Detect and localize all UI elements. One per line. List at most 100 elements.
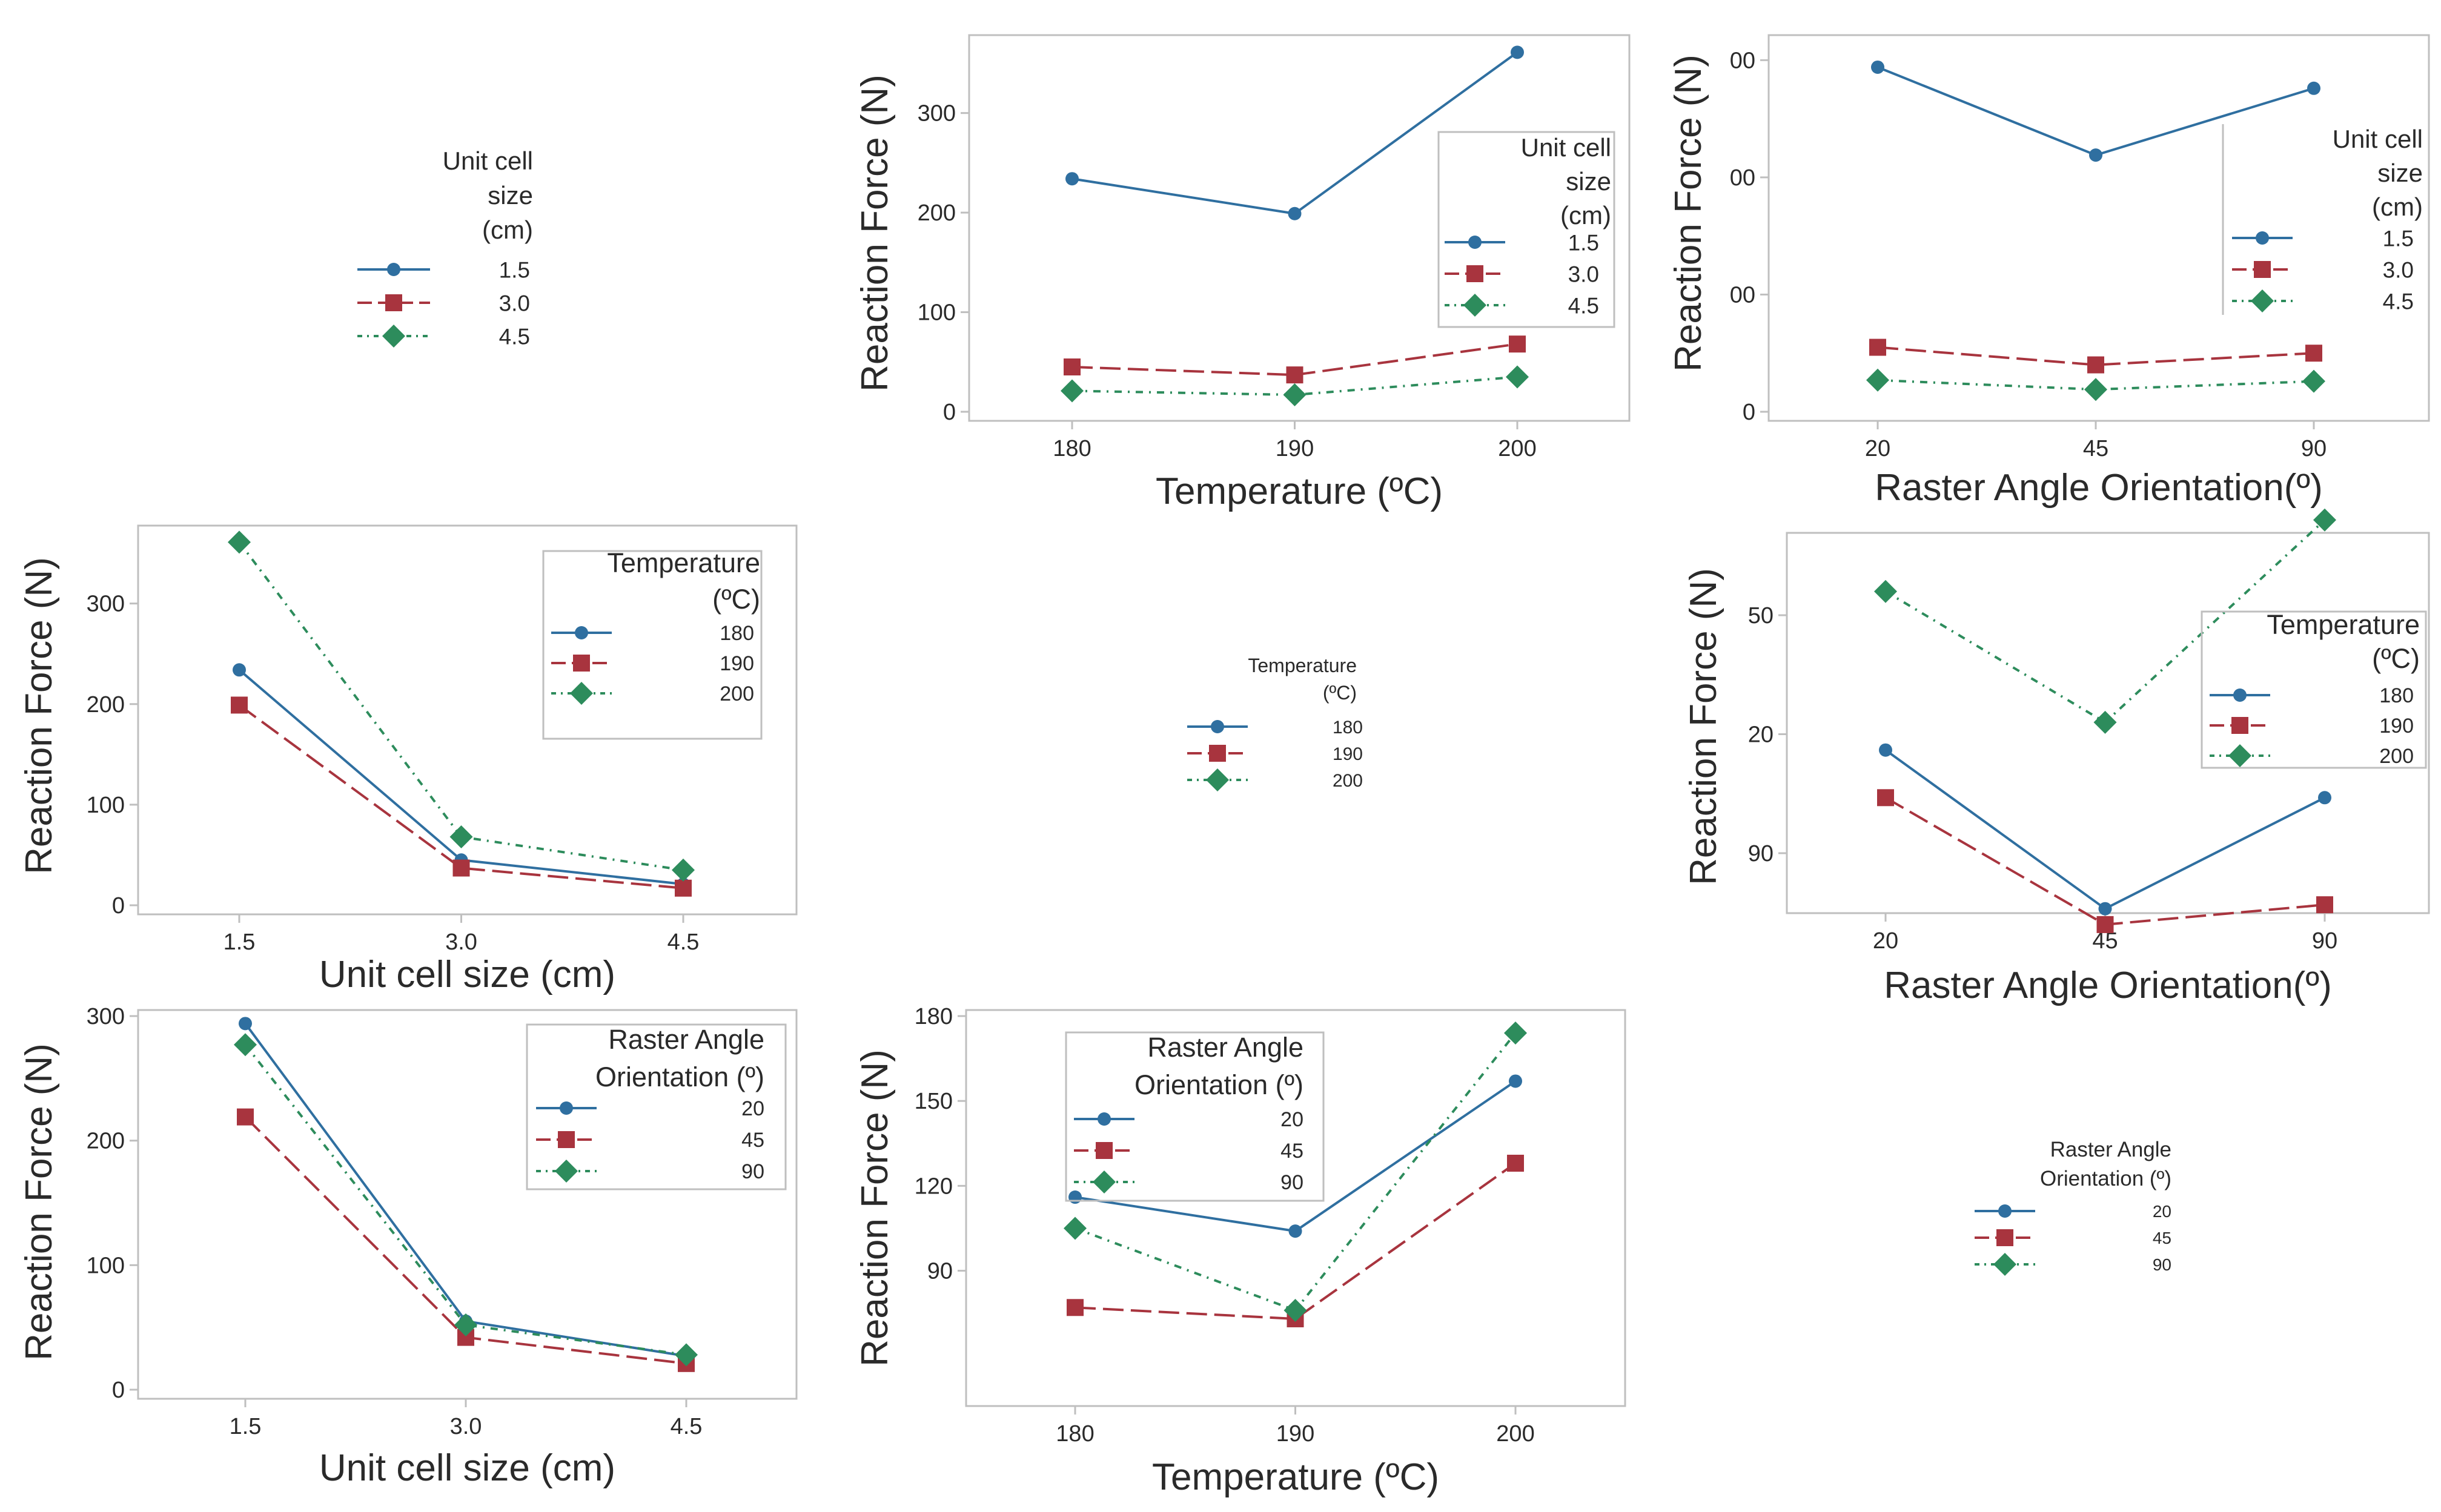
cell-by-temp-legend-marker <box>573 655 590 672</box>
data-point-20 <box>1509 1074 1522 1088</box>
raster-by-temp-legend-marker <box>2231 717 2248 734</box>
standalone-raster-legend-marker <box>1996 1229 2013 1246</box>
data-point-4.5 <box>1061 379 1084 403</box>
data-point-3.0 <box>1286 366 1303 384</box>
data-point-190 <box>1877 789 1894 807</box>
series-line-1.5 <box>1877 66 2314 157</box>
standalone-unit-cell-legend-entry: 4.5 <box>499 324 530 349</box>
y-tick-label: 00 <box>1730 48 1755 73</box>
x-tick-label: 190 <box>1276 436 1314 461</box>
raster-by-cell-legend-title-line: size <box>2377 159 2423 187</box>
x-tick-label: 1.5 <box>230 1414 262 1439</box>
y-tick-label: 50 <box>1748 603 1774 629</box>
standalone-temperature-legend-entry: 200 <box>1333 771 1363 791</box>
x-axis-label: Temperature (ºC) <box>1152 1456 1439 1498</box>
raster-by-cell-legend-entry: 3.0 <box>2383 257 2414 282</box>
standalone-raster-legend-entry: 20 <box>2153 1202 2171 1221</box>
raster-by-temp-legend-entry: 190 <box>2379 715 2414 738</box>
standalone-temperature-legend-title-line: Temperature <box>1248 655 1357 676</box>
standalone-raster-legend: Raster Angle Orientation (º) 20 45 90 <box>1975 1138 2171 1276</box>
cell-by-temp-legend: Temperature (ºC) 180 190 200 <box>542 547 763 740</box>
chart-frame <box>968 34 1631 422</box>
cell-by-temp-legend-title-line: Temperature <box>607 547 760 578</box>
raster-by-cell-legend-marker <box>2254 261 2271 278</box>
y-tick-label: 0 <box>943 400 956 425</box>
x-tick-label: 190 <box>1276 1421 1314 1447</box>
series-line-200 <box>1884 519 2326 724</box>
series-line-180 <box>238 669 684 886</box>
y-tick-label: 120 <box>915 1174 953 1199</box>
y-tick-label: 0 <box>112 893 125 919</box>
x-tick-label: 4.5 <box>667 929 700 955</box>
series-line-1.5 <box>1071 51 1519 215</box>
raster-by-cell-legend-marker <box>2256 231 2269 245</box>
raster-by-cell-legend-title-line: Unit cell <box>2333 125 2423 153</box>
standalone-raster-legend-marker <box>1993 1253 2016 1276</box>
data-point-200 <box>228 530 251 554</box>
x-tick-label: 1.5 <box>224 929 256 955</box>
cell-by-raster-legend-title-line: Orientation (º) <box>595 1061 764 1092</box>
standalone-unit-cell-legend-title-line: size <box>488 181 533 210</box>
data-point-90 <box>234 1033 257 1057</box>
data-point-20 <box>1068 1190 1082 1204</box>
chart-temp-by-cell: 0 100 200 300 180 190 200 Temperature (ºC) React… <box>854 34 1631 512</box>
cell-by-raster-legend-entry: 90 <box>741 1160 764 1183</box>
temp-by-raster-legend-marker <box>1096 1142 1113 1159</box>
data-point-180 <box>1879 743 1892 757</box>
chart-frame <box>1767 34 2430 422</box>
y-tick-label: 300 <box>87 1004 125 1029</box>
temp-by-cell-legend-title-line: Unit cell <box>1521 133 1611 162</box>
x-tick-label: 3.0 <box>445 929 477 955</box>
cell-by-temp-legend-entry: 190 <box>720 652 754 675</box>
data-point-1.5 <box>1871 60 1884 74</box>
standalone-raster-legend-entry: 45 <box>2153 1229 2171 1247</box>
raster-by-temp-legend: Temperature(ºC) 180 190 200 <box>2201 609 2427 769</box>
y-tick-label: 300 <box>918 101 956 127</box>
y-tick-label: 00 <box>1730 165 1755 191</box>
temp-by-cell-legend-title-line: size <box>1566 167 1611 196</box>
data-point-200 <box>449 825 473 849</box>
data-point-1.5 <box>1511 45 1524 59</box>
data-point-20 <box>1288 1224 1302 1238</box>
data-point-3.0 <box>1869 338 1886 356</box>
standalone-temperature-legend-marker <box>1211 720 1224 733</box>
y-axis-label: Reaction Force (N) <box>854 1049 896 1367</box>
data-point-3.0 <box>2087 356 2104 374</box>
raster-by-cell-legend-title-line: (cm) <box>2372 193 2423 221</box>
x-axis-label: Unit cell size (cm) <box>319 1447 615 1489</box>
chart-temp-by-raster: 90 120 150 180 180 190 200 Temperature (ºC) Reac… <box>854 1004 1626 1498</box>
x-tick-label: 20 <box>1873 928 1898 954</box>
temp-by-raster-legend: Raster Angle Orientation (º) 20 45 90 <box>1065 1031 1325 1202</box>
y-tick-label: 200 <box>87 692 125 718</box>
series-line-190 <box>238 704 684 890</box>
data-point-1.5 <box>1288 206 1302 220</box>
standalone-temperature-legend-entry: 180 <box>1333 718 1363 738</box>
x-axis-label: Temperature (ºC) <box>1156 470 1443 512</box>
temp-by-raster-legend-marker <box>1098 1112 1111 1126</box>
cell-by-raster-legend-marker <box>555 1160 578 1183</box>
standalone-raster-legend-marker <box>1998 1204 2012 1218</box>
data-point-90 <box>675 1343 698 1367</box>
standalone-temperature-legend-title-line: (ºC) <box>1323 682 1357 704</box>
x-axis-label: Raster Angle Orientation(º) <box>1875 467 2322 509</box>
standalone-unit-cell-legend-marker <box>382 325 405 348</box>
data-point-45 <box>1067 1299 1084 1316</box>
standalone-unit-cell-legend-marker <box>387 263 400 276</box>
x-tick-label: 90 <box>2312 928 2337 954</box>
y-axis-label: Reaction Force (N) <box>1668 54 1709 372</box>
data-point-190 <box>2096 916 2114 933</box>
x-axis-label: Unit cell size (cm) <box>319 954 615 995</box>
data-point-4.5 <box>1506 365 1529 389</box>
temp-by-cell-legend-frame <box>1437 131 1615 328</box>
standalone-unit-cell-legend-marker <box>385 294 402 311</box>
raster-by-temp-legend-entry: 200 <box>2379 745 2414 768</box>
data-point-45 <box>1507 1154 1524 1172</box>
temp-by-cell-legend-entry: 3.0 <box>1568 262 1599 286</box>
data-point-3.0 <box>1509 335 1526 353</box>
data-point-200 <box>1874 579 1897 603</box>
standalone-raster-legend-title-line: Raster Angle <box>2050 1138 2171 1161</box>
